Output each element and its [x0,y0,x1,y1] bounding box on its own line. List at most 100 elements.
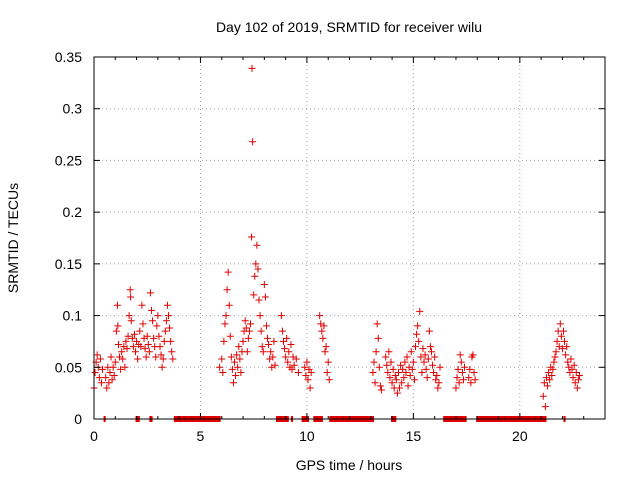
data-point [220,337,228,345]
data-point [149,317,157,325]
data-point [108,376,116,384]
data-point [400,374,408,382]
data-point [553,337,561,345]
data-point [563,343,571,351]
data-point [150,334,158,342]
data-point [248,64,256,72]
data-point [97,379,105,387]
data-point [292,355,300,363]
data-point [278,327,286,335]
data-point [404,382,412,390]
data-point [277,312,285,320]
data-point [321,348,329,356]
data-point [320,322,328,330]
data-point [232,372,240,380]
data-point [430,368,438,376]
data-point [418,368,426,376]
data-point [304,376,312,384]
data-point [271,361,279,369]
data-point [575,372,583,380]
data-point [136,327,144,335]
data-point [427,348,435,356]
data-point [435,379,443,387]
data-point [139,320,147,328]
data-point [154,312,162,320]
x-tick-label: 15 [406,428,422,444]
data-point [458,368,466,376]
data-point [284,358,292,366]
data-point [146,289,154,297]
data-point [402,368,410,376]
data-point [422,365,430,373]
data-point [257,327,265,335]
data-point [105,379,113,387]
data-point [548,372,556,380]
data-point [569,374,577,382]
x-tick-label: 5 [197,428,205,444]
data-point [399,365,407,373]
data-point [134,355,142,363]
data-point [237,368,245,376]
data-point [129,343,137,351]
data-point [126,286,134,294]
data-point [410,376,418,384]
data-point [235,343,243,351]
data-point [453,374,461,382]
data-point [279,337,287,345]
data-point [219,368,227,376]
data-point [541,403,549,411]
data-point [137,343,145,351]
data-point [567,355,575,363]
x-tick-label: 10 [299,428,315,444]
data-point [470,368,478,376]
data-point [392,376,400,384]
data-point [155,332,163,340]
data-marks [90,64,583,422]
data-point [419,345,427,353]
data-point [236,355,244,363]
data-point [454,365,462,373]
data-point [147,306,155,314]
data-point [544,382,552,390]
data-point [162,317,170,325]
data-point [460,363,468,371]
data-point [114,341,122,349]
data-point [465,374,473,382]
data-point [258,343,266,351]
data-point [416,307,424,315]
data-point [457,358,465,366]
data-point [93,351,101,359]
data-point [138,301,146,309]
data-point [91,368,99,376]
data-point [420,358,428,366]
data-point [99,365,107,373]
data-point [397,361,405,369]
data-point [221,320,229,328]
data-point [264,334,272,342]
x-tick-label: 20 [512,428,528,444]
data-point [287,341,295,349]
data-point [158,363,166,371]
data-point [222,312,230,320]
data-point [302,372,310,380]
data-point [556,320,564,328]
data-point [562,351,570,359]
tick-labels: 0 5 10 15 20 0 0.05 0.1 0.15 0.2 0.25 0.3 0.35 [55,49,528,444]
data-point [396,384,404,392]
data-point [119,355,127,363]
data-point [285,348,293,356]
data-point [121,363,129,371]
y-tick-label: 0.1 [63,308,83,324]
data-point [383,361,391,369]
data-point [118,348,126,356]
data-point [398,379,406,387]
data-point [322,343,330,351]
data-point [96,355,104,363]
data-point [127,317,135,325]
data-point [385,348,393,356]
data-point [130,330,138,338]
data-point [413,330,421,338]
data-point [114,322,122,330]
data-point [545,368,553,376]
data-point [417,353,425,361]
